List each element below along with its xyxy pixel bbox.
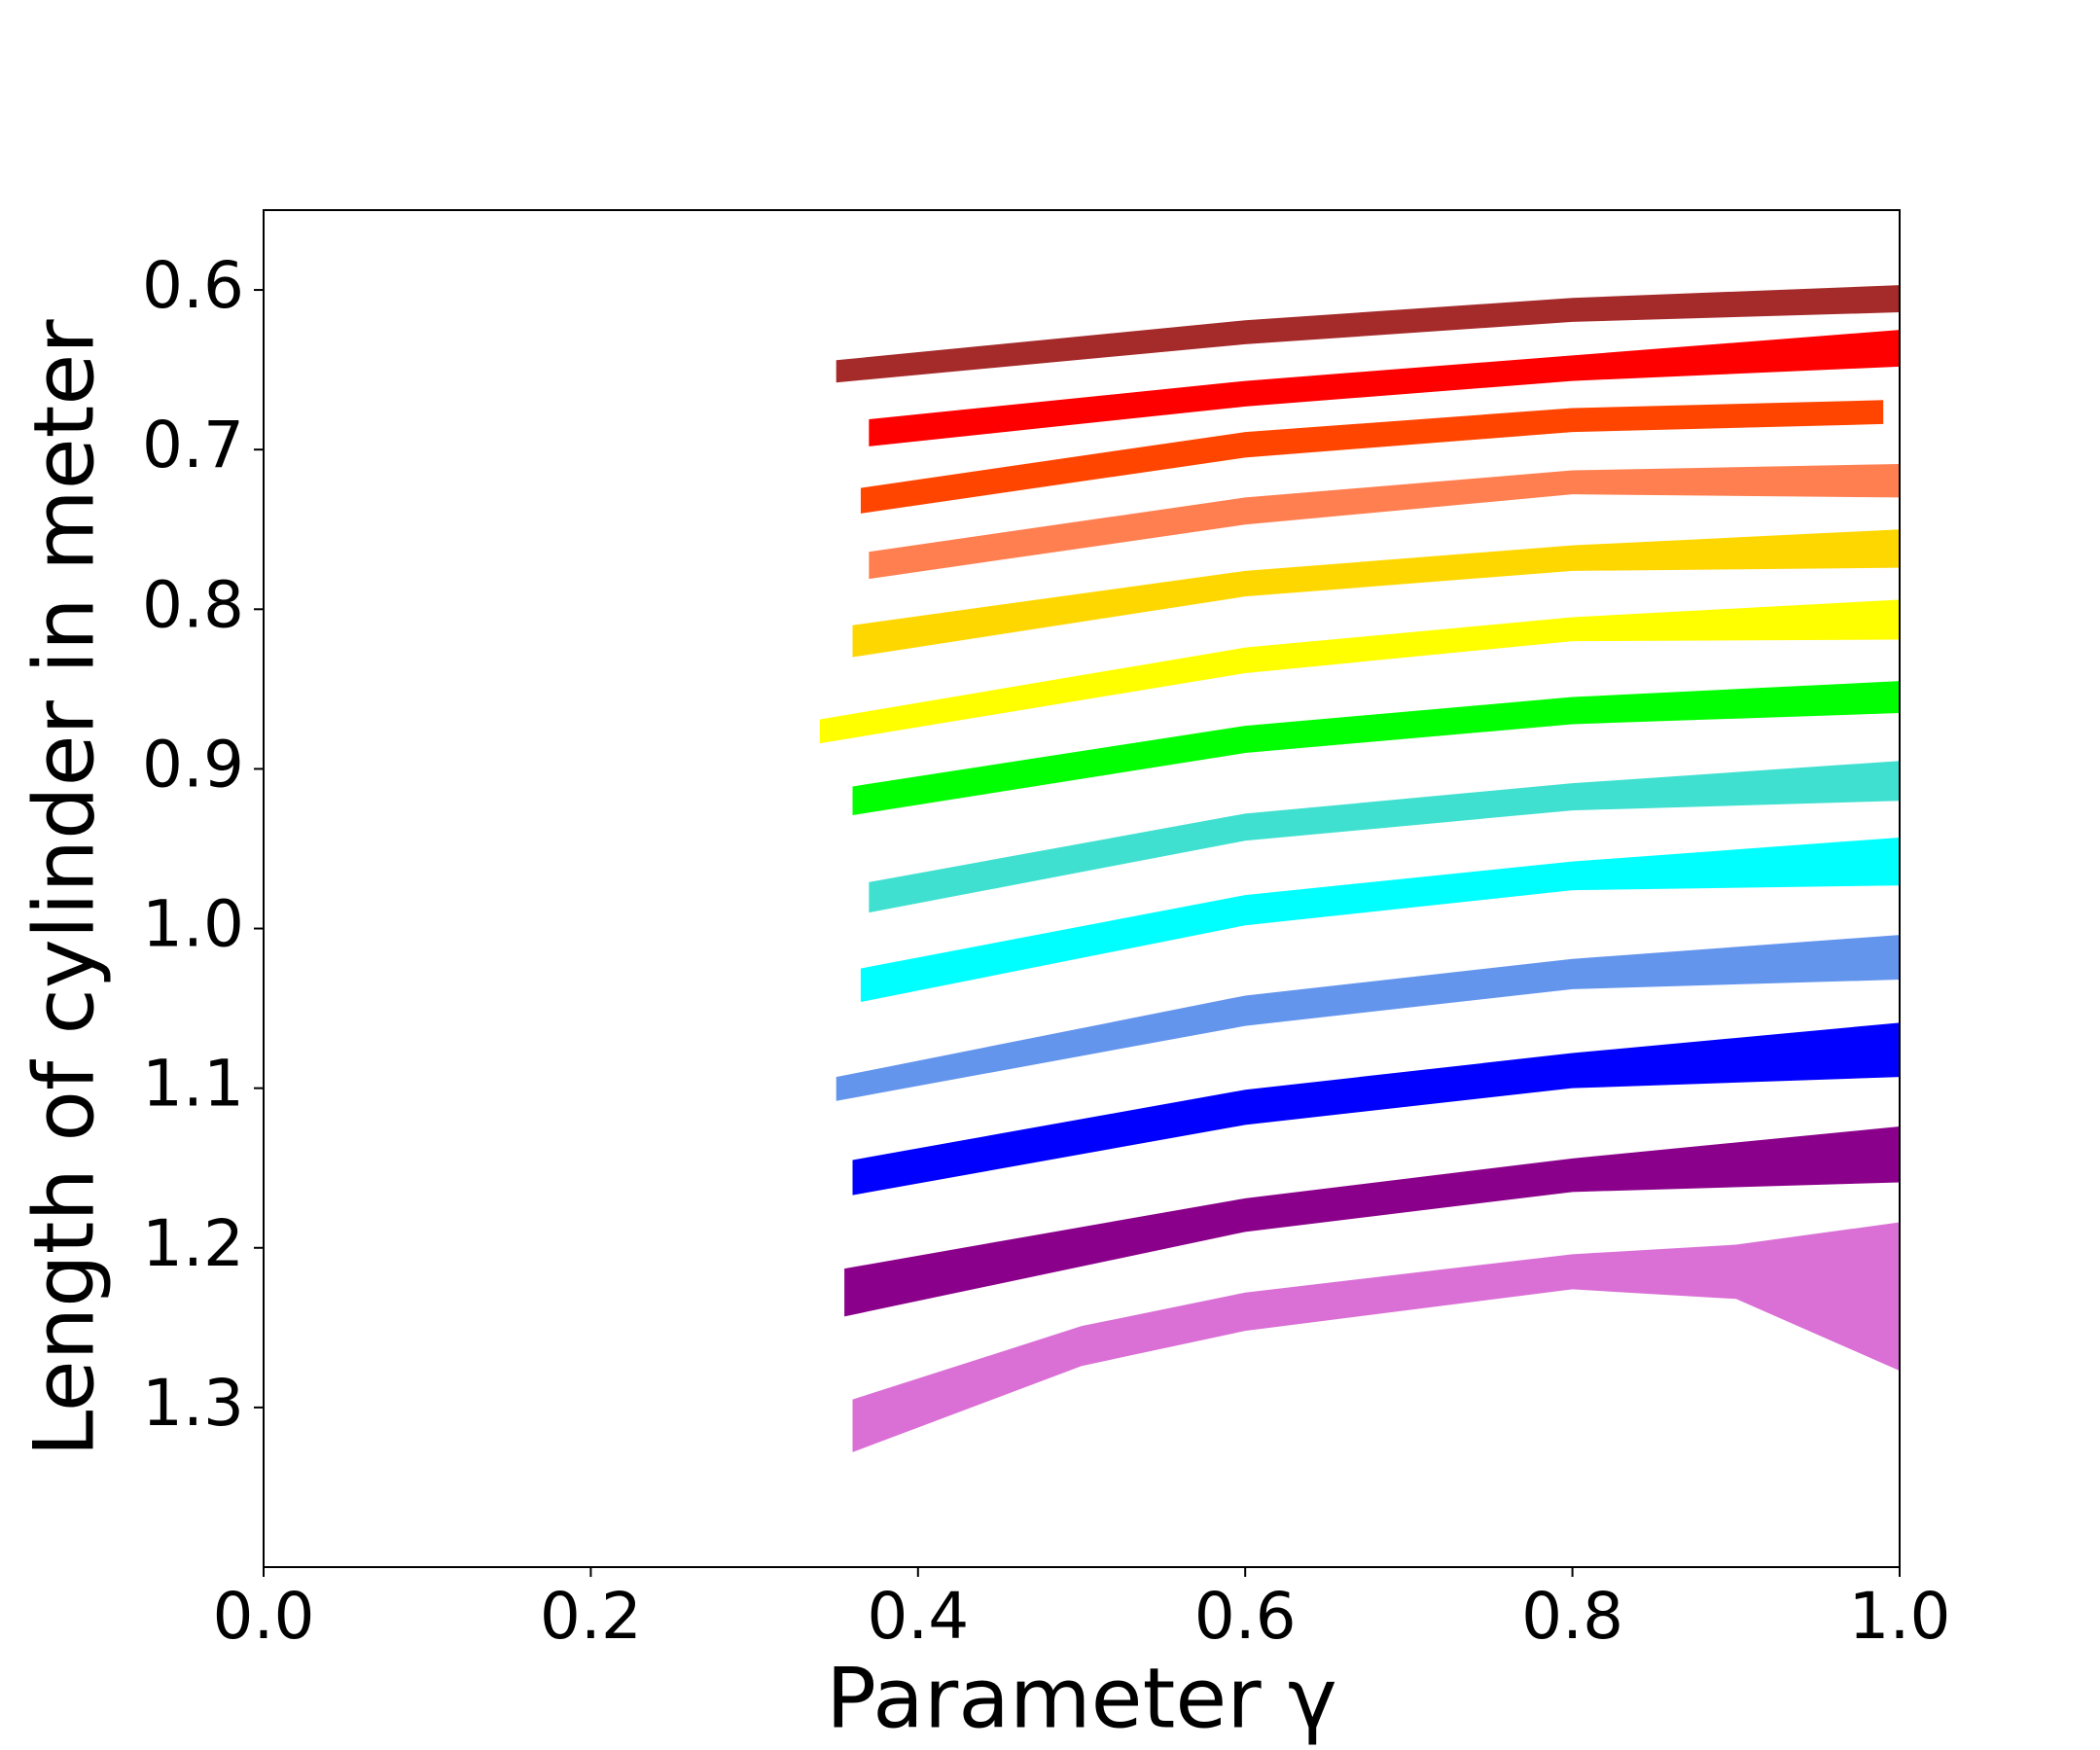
x-tick-label: 0.6 [1194, 1579, 1297, 1654]
band [869, 463, 1900, 580]
band [852, 529, 1900, 658]
x-tick-label: 0.8 [1521, 1579, 1623, 1654]
band [844, 1126, 1900, 1317]
band [852, 1022, 1900, 1196]
y-tick-label: 1.3 [142, 1366, 244, 1441]
y-tick-label: 1.2 [142, 1206, 244, 1281]
y-tick-label: 0.9 [142, 727, 244, 802]
band [819, 599, 1900, 744]
y-tick-label: 0.7 [142, 408, 244, 482]
x-tick-label: 0.0 [213, 1579, 315, 1654]
y-tick-label: 0.6 [142, 248, 244, 323]
x-tick-label: 0.2 [540, 1579, 642, 1654]
plot-frame [263, 209, 1901, 1568]
y-tick-label: 1.1 [142, 1047, 244, 1122]
band [836, 935, 1901, 1101]
x-axis-label: Parameter γ [826, 1650, 1337, 1747]
y-axis-label: Length of cylinder in meter [16, 319, 113, 1457]
band [869, 761, 1900, 913]
band [852, 681, 1900, 816]
y-tick-label: 1.0 [142, 887, 244, 962]
band [860, 400, 1884, 514]
band [852, 1222, 1900, 1452]
x-tick-label: 0.4 [867, 1579, 969, 1654]
band [869, 330, 1900, 446]
band [836, 285, 1901, 383]
band [860, 837, 1901, 1003]
y-tick-label: 0.8 [142, 567, 244, 642]
x-tick-label: 1.0 [1849, 1579, 1951, 1654]
